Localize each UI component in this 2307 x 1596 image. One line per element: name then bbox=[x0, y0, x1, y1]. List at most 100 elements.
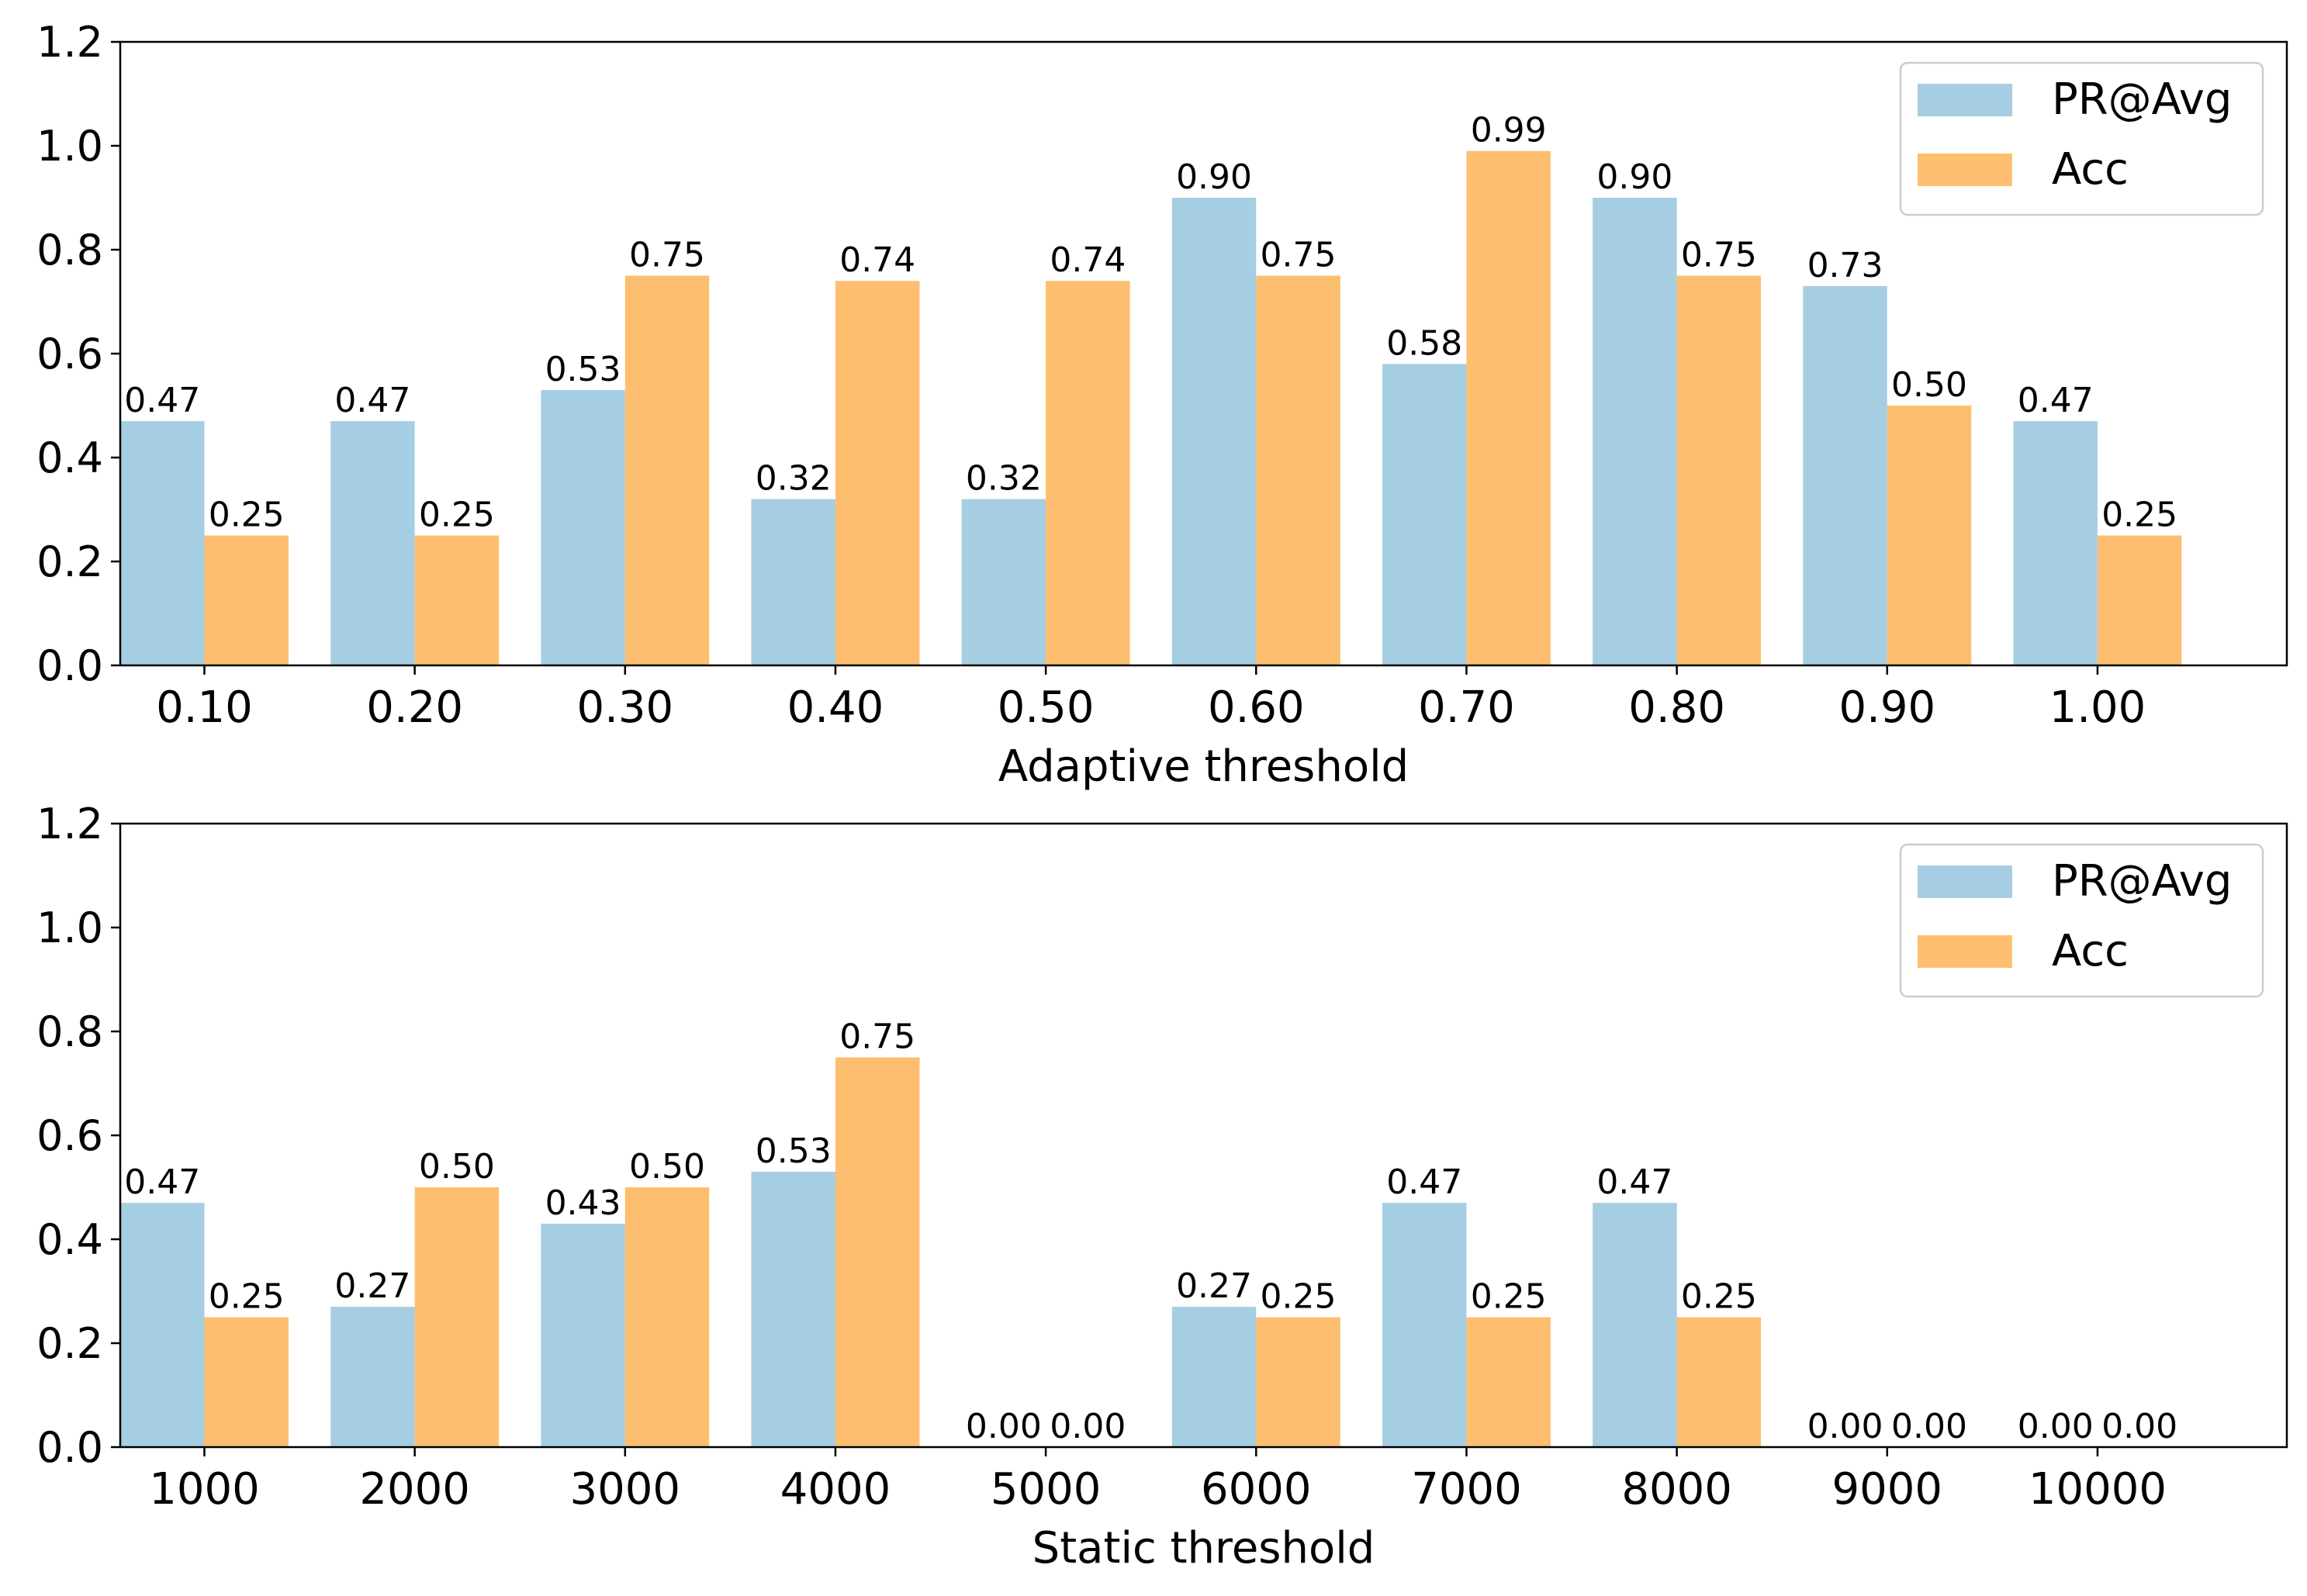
x-tick-label: 0.50 bbox=[998, 682, 1095, 733]
data-label: 0.50 bbox=[629, 1147, 705, 1187]
data-label: 0.50 bbox=[1891, 365, 1967, 405]
legend-label: Acc bbox=[2052, 926, 2129, 976]
x-tick-label: 4000 bbox=[780, 1464, 891, 1515]
data-label: 0.58 bbox=[1386, 323, 1462, 363]
data-label: 0.25 bbox=[209, 496, 285, 535]
data-label: 0.47 bbox=[2018, 381, 2094, 420]
bar-pr-avg-4000 bbox=[751, 1171, 835, 1447]
y-tick-label: 0.8 bbox=[36, 1007, 103, 1056]
data-label: 0.25 bbox=[1471, 1277, 1547, 1317]
bar-pr-avg-6000 bbox=[1171, 1307, 1257, 1447]
data-label: 0.73 bbox=[1807, 246, 1883, 285]
data-label: 0.53 bbox=[756, 1131, 832, 1171]
legend-swatch bbox=[1918, 84, 2012, 116]
bar-pr-avg-0.10 bbox=[120, 421, 205, 665]
bar-acc-0.50 bbox=[1046, 281, 1130, 665]
x-tick-label: 5000 bbox=[991, 1464, 1102, 1515]
y-tick-label: 0.4 bbox=[36, 434, 103, 482]
x-tick-label: 6000 bbox=[1201, 1464, 1312, 1515]
x-tick-label: 0.60 bbox=[1208, 682, 1305, 733]
bar-acc-0.60 bbox=[1256, 275, 1340, 665]
data-label: 0.75 bbox=[1261, 236, 1337, 275]
bar-pr-avg-0.50 bbox=[961, 499, 1046, 665]
x-tick-label: 8000 bbox=[1621, 1464, 1732, 1515]
bar-acc-6000 bbox=[1256, 1317, 1340, 1447]
data-label: 0.00 bbox=[1807, 1407, 1883, 1446]
data-label: 0.27 bbox=[334, 1266, 410, 1306]
bar-pr-avg-1.00 bbox=[2013, 421, 2098, 665]
x-tick-label: 2000 bbox=[359, 1464, 470, 1515]
bar-pr-avg-7000 bbox=[1382, 1203, 1467, 1447]
bar-acc-0.30 bbox=[624, 275, 710, 665]
bar-acc-1.00 bbox=[2097, 535, 2182, 665]
data-label: 0.00 bbox=[966, 1407, 1042, 1446]
y-tick-label: 0.8 bbox=[36, 226, 103, 275]
y-tick-label: 0.6 bbox=[36, 1111, 103, 1160]
data-label: 0.47 bbox=[1386, 1162, 1462, 1202]
data-label: 0.75 bbox=[1681, 236, 1757, 275]
y-tick-label: 1.0 bbox=[36, 122, 103, 171]
x-tick-label: 0.10 bbox=[156, 682, 253, 733]
legend-swatch bbox=[1918, 935, 2012, 968]
data-label: 0.47 bbox=[334, 381, 410, 420]
x-tick-label: 0.80 bbox=[1628, 682, 1725, 733]
bar-pr-avg-0.70 bbox=[1382, 364, 1467, 665]
legend-label: PR@Avg bbox=[2052, 74, 2232, 125]
data-label: 0.25 bbox=[209, 1277, 285, 1317]
y-tick-label: 1.2 bbox=[36, 800, 103, 848]
data-label: 0.00 bbox=[1891, 1407, 1967, 1446]
bar-pr-avg-0.60 bbox=[1171, 198, 1257, 665]
data-label: 0.75 bbox=[629, 236, 705, 275]
bar-acc-0.40 bbox=[835, 281, 920, 665]
data-label: 0.25 bbox=[1261, 1277, 1337, 1317]
bar-pr-avg-3000 bbox=[541, 1223, 625, 1447]
bar-acc-0.10 bbox=[204, 535, 289, 665]
y-tick-label: 0.6 bbox=[36, 330, 103, 378]
data-label: 0.43 bbox=[545, 1183, 621, 1223]
bar-acc-0.70 bbox=[1466, 150, 1551, 665]
data-label: 0.00 bbox=[1050, 1407, 1126, 1446]
data-label: 0.25 bbox=[2101, 496, 2177, 535]
bar-acc-3000 bbox=[624, 1187, 710, 1447]
bar-acc-7000 bbox=[1466, 1317, 1551, 1447]
bar-pr-avg-0.80 bbox=[1593, 198, 1677, 665]
bar-acc-8000 bbox=[1676, 1317, 1762, 1447]
y-tick-label: 0.2 bbox=[36, 1319, 103, 1368]
y-tick-label: 0.0 bbox=[36, 1423, 103, 1472]
x-tick-label: 3000 bbox=[570, 1464, 681, 1515]
y-tick-label: 1.0 bbox=[36, 903, 103, 952]
data-label: 0.74 bbox=[1050, 240, 1126, 280]
x-tick-label: 1.00 bbox=[2049, 682, 2146, 733]
bar-acc-0.80 bbox=[1676, 275, 1762, 665]
data-label: 0.25 bbox=[1681, 1277, 1757, 1317]
x-tick-label: 1000 bbox=[149, 1464, 260, 1515]
legend-swatch bbox=[1918, 865, 2012, 898]
data-label: 0.25 bbox=[419, 496, 495, 535]
static-threshold-panel: 0.470.270.430.530.000.270.47 0.470.00 0.00… bbox=[36, 800, 2288, 1574]
x-axis-title: Static threshold bbox=[1032, 1523, 1375, 1574]
y-tick-label: 0.0 bbox=[36, 641, 103, 690]
y-tick-label: 0.2 bbox=[36, 537, 103, 586]
x-tick-label: 7000 bbox=[1411, 1464, 1522, 1515]
adaptive-threshold-panel: 0.47 0.47 0.53 0.32 0.32 0.90 0.58 0.90 0.73 0.47… bbox=[36, 18, 2288, 792]
bar-pr-avg-0.20 bbox=[330, 421, 415, 665]
bar-pr-avg-0.30 bbox=[541, 389, 625, 665]
data-label: 0.32 bbox=[756, 459, 832, 499]
data-label: 0.53 bbox=[545, 350, 621, 389]
data-label: 0.99 bbox=[1471, 111, 1547, 150]
data-label: 0.00 bbox=[2101, 1407, 2177, 1446]
data-label: 0.32 bbox=[966, 459, 1042, 499]
bar-acc-0.20 bbox=[414, 535, 500, 665]
x-tick-label: 0.70 bbox=[1418, 682, 1515, 733]
x-axis-title: Adaptive threshold bbox=[998, 741, 1409, 792]
bar-acc-4000 bbox=[835, 1057, 920, 1447]
bar-acc-2000 bbox=[414, 1187, 500, 1447]
legend-label: PR@Avg bbox=[2052, 856, 2232, 907]
x-tick-label: 0.90 bbox=[1838, 682, 1935, 733]
bar-pr-avg-1000 bbox=[120, 1203, 205, 1447]
x-tick-label: 0.20 bbox=[366, 682, 463, 733]
y-tick-label: 0.4 bbox=[36, 1215, 103, 1264]
x-tick-label: 9000 bbox=[1832, 1464, 1943, 1515]
bar-pr-avg-8000 bbox=[1593, 1203, 1677, 1447]
legend-label: Acc bbox=[2052, 144, 2129, 195]
